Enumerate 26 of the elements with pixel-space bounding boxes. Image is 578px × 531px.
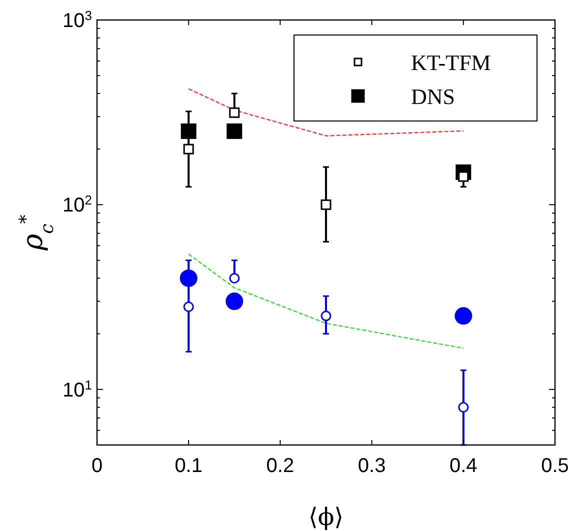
x-axis-title: ⟨ϕ⟩ — [308, 503, 344, 531]
legend-label: KT-TFM — [411, 50, 491, 75]
point — [183, 144, 194, 154]
x-tick-label: 0.5 — [541, 455, 569, 477]
y-tick-label: 10$^{2}$ — [62, 192, 92, 217]
y-tick-label: 10$^{1}$ — [62, 376, 92, 402]
point — [229, 107, 240, 118]
x-tick-label: 0.2 — [266, 455, 294, 477]
y-tick-label: 10$^{3}$ — [62, 8, 92, 32]
point — [458, 402, 469, 413]
point — [229, 272, 240, 284]
legend-label: DNS — [411, 84, 456, 109]
point — [180, 269, 198, 287]
point — [226, 292, 244, 310]
line-series — [188, 254, 464, 349]
x-tick-label: 0.4 — [449, 455, 478, 477]
point — [180, 123, 196, 139]
point — [320, 199, 332, 210]
point — [454, 307, 472, 325]
point — [226, 123, 242, 139]
point — [183, 302, 194, 312]
x-tick-label: 0.3 — [358, 455, 386, 477]
x-tick-label: 0.1 — [174, 455, 203, 477]
line-series — [188, 88, 464, 136]
point — [320, 310, 332, 322]
x-tick-label: 0 — [91, 455, 103, 477]
